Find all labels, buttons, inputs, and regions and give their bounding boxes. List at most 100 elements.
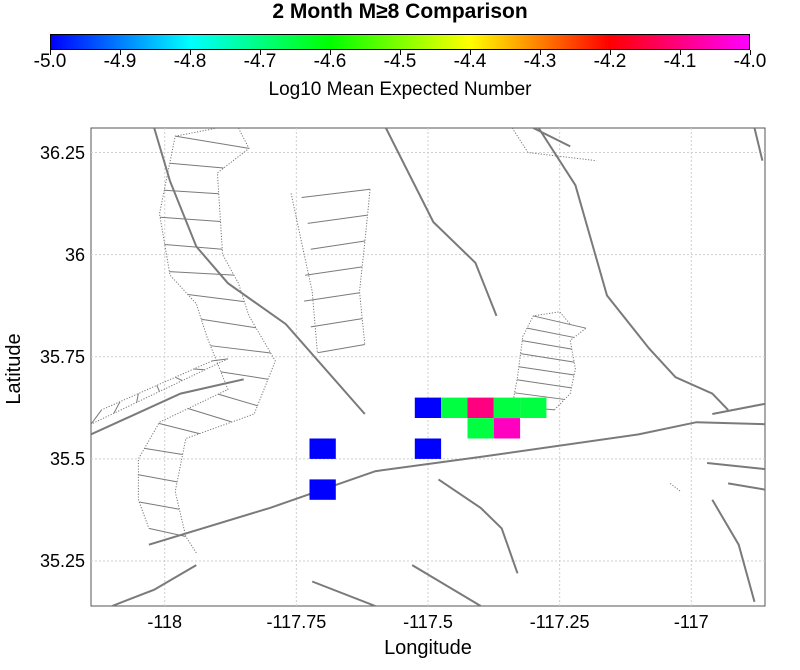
forecast-cell [441,397,468,418]
y-tick-label: 35.75 [39,346,85,367]
fault-zone-rung [526,327,575,338]
colorbar-tick-mark [470,50,471,55]
colorbar-gradient [50,34,750,50]
x-tick-label: -117.75 [266,612,327,632]
fault-line [706,462,765,471]
fault-zone-rung [217,393,258,407]
forecast-cell [520,397,547,418]
fault-zone-rung [164,189,219,195]
y-tick-label: 35.5 [49,448,85,469]
fault-line [437,478,519,574]
colorbar-tick-label: -4.8 [173,51,207,72]
fault-zone-rung [148,527,186,538]
y-tick-label: 35.25 [39,551,85,572]
fault-zone-rung [175,135,250,149]
fault-zone-outline [511,311,571,406]
forecast-cell [467,397,494,418]
fault-zone-outline [511,128,597,162]
fault-zone-rung [301,188,371,198]
forecast-cell [309,438,336,459]
fault-zone-rung [533,315,587,329]
x-tick-label: -118 [147,612,183,632]
fault-zone-rung [139,501,180,510]
fault-zone-rung [310,240,366,250]
fault-line [111,564,197,606]
fault-zone-rung [113,401,121,414]
fault-zone-outline [669,483,682,492]
y-tick-label: 36.25 [39,142,85,163]
fault-zone-rung [514,392,565,400]
colorbar-tick-label: -4.3 [523,51,557,72]
fault-zone-rung [169,162,224,169]
fault-zone-rung [317,344,365,354]
y-tick-label: 36 [64,244,85,265]
fault-line [385,128,498,317]
fault-zone-rung [310,318,363,328]
y-axis-title: Latitude [3,333,25,405]
colorbar-tick-mark [190,50,191,55]
fault-zone-outline [358,189,371,345]
colorbar-tick-mark [680,50,681,55]
x-tick-label: -117.25 [529,612,590,632]
fault-zone-rung [169,271,234,276]
chart-title: 2 Month M≥8 Comparison [272,0,528,23]
fault-zone-rung [187,408,233,423]
colorbar-tick-label: -4.5 [383,51,417,72]
plot-frame [90,127,766,607]
fault-zone-rung [212,358,228,362]
colorbar-tick-mark [610,50,611,55]
x-tick-label: -117.5 [403,612,453,632]
fault-line [537,128,729,411]
forecast-cells [309,397,547,500]
colorbar-tick-mark [540,50,541,55]
colorbar-tick-label: -4.7 [243,51,277,72]
fault-zone-rung [518,366,575,376]
fault-line [91,378,244,436]
fault-zone-rung [220,371,269,380]
colorbar-tick-mark [260,50,261,55]
colorbar-tick-label: -4.1 [663,51,697,72]
fault-line [712,402,765,415]
colorbar-tick-mark [120,50,121,55]
forecast-cell [493,418,521,439]
fault-zone-rung [158,422,200,435]
forecast-cell [414,438,442,459]
fault-zone-rung [164,243,223,250]
colorbar-tick-label: -4.0 [733,51,767,72]
fault-zone-rung [304,292,360,302]
fault-line [532,128,571,148]
fault-zone-rung [193,368,206,371]
fault-line [411,564,482,606]
colorbar-tick-mark [750,50,751,55]
fault-zone-rung [175,376,183,382]
colorbar-tick-label: -4.6 [313,51,347,72]
fault-line [727,482,765,491]
forecast-cell [414,397,442,418]
fault-zone-outline [174,128,276,554]
fault-line [153,128,366,415]
colorbar-ticks: -5.0 -4.9 -4.8 -4.7 -4.6 -4.5 -4.4 -4.3 -4.2 -4.1… [0,0,800,80]
fault-zone-rung [91,409,102,425]
fault-line [711,499,756,603]
x-tick-label: -117 [673,612,709,632]
fault-zone-rung [160,216,221,222]
fault-zone-rung [516,379,572,389]
forecast-cell [309,479,336,500]
fault-zone-rung [520,353,575,363]
colorbar-tick-label: -4.2 [593,51,627,72]
fault-zone-rung [138,474,178,483]
forecast-cell [467,418,494,439]
fault-zone-rung [522,340,572,350]
colorbar-tick-label: -4.9 [103,51,137,72]
colorbar-tick-mark [400,50,401,55]
fault-zone-rung [187,293,245,303]
fault-zone-rung [144,447,183,455]
forecast-cell [493,397,521,418]
fault-zone-rung [136,393,139,403]
fault-line [311,580,376,606]
fault-zone-rung [156,385,160,392]
colorbar-tick-label: -5.0 [33,51,67,72]
fault-line [753,128,764,161]
fault-zone-outline [137,128,229,529]
